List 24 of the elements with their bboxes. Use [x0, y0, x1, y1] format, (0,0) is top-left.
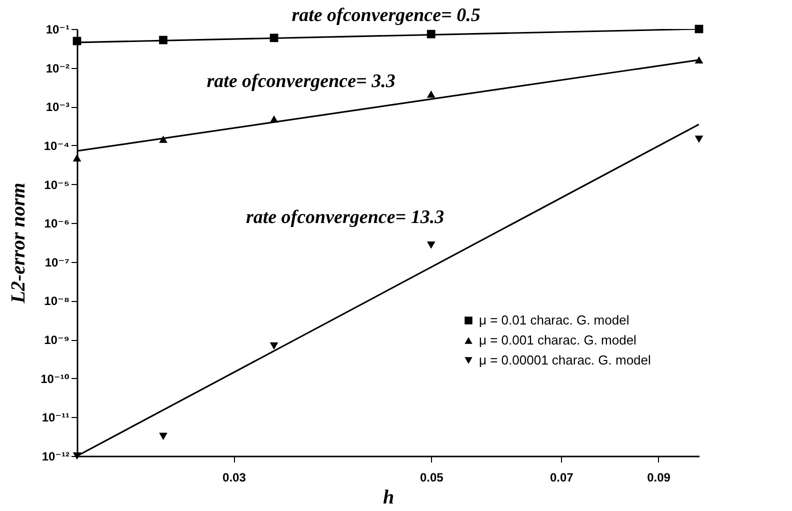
x-tick-label: 0.09: [647, 470, 671, 484]
y-tick-label: 10⁻⁷: [44, 255, 70, 270]
y-tick-label: 10⁻⁶: [44, 216, 70, 231]
annotation: rate ofconvergence= 3.3: [206, 71, 396, 92]
legend-label: μ = 0.01 charac. G. model: [479, 312, 630, 328]
text: rate ofconvergence= 0.5: [292, 5, 481, 26]
x-tick-label: 0.05: [420, 470, 444, 484]
y-tick-label: 10⁻¹⁰: [40, 372, 70, 386]
y-tick-label: 10⁻¹²: [42, 450, 70, 464]
y-tick-label: 10⁻¹¹: [42, 410, 70, 425]
x-tick-label: 0.07: [550, 470, 574, 484]
y-tick-label: 10⁻⁹: [44, 333, 70, 348]
x-axis-title: h: [382, 486, 394, 508]
legend-label: μ = 0.00001 charac. G. model: [479, 352, 652, 368]
y-tick-label: 10⁻¹: [46, 22, 70, 36]
legend-label: μ = 0.001 charac. G. model: [479, 332, 637, 348]
y-tick-label: 10⁻³: [46, 100, 70, 114]
y-tick-label: 10⁻⁵: [44, 178, 70, 192]
y-axis-title: L2-error norm: [8, 182, 30, 304]
y-tick-label: 10⁻⁴: [44, 138, 70, 153]
x-tick-label: 0.03: [222, 470, 246, 484]
y-tick-label: 10⁻²: [46, 61, 70, 76]
y-tick-label: 10⁻⁸: [44, 294, 70, 308]
annotation: rate ofconvergence= 13.3: [246, 207, 444, 228]
